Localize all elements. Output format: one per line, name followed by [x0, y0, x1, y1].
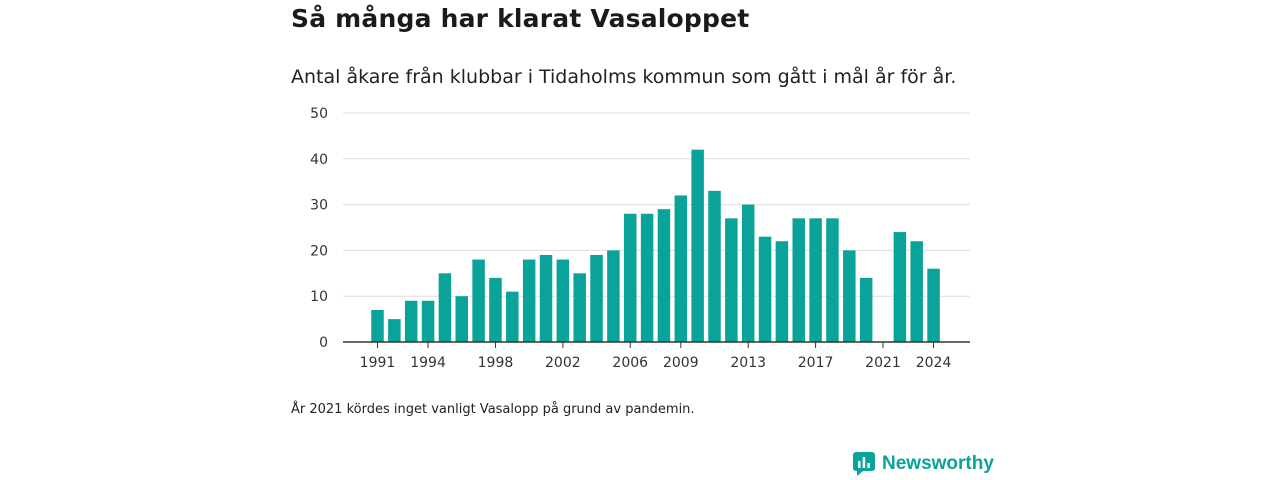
bar — [725, 218, 738, 342]
bar — [556, 259, 570, 342]
bar — [472, 259, 485, 342]
bar — [506, 291, 519, 342]
y-tick-label: 30 — [310, 198, 328, 214]
bar — [590, 254, 603, 342]
y-tick-label: 20 — [310, 243, 328, 259]
bar — [421, 300, 435, 342]
bar — [607, 250, 620, 342]
y-tick-label: 40 — [310, 152, 328, 168]
bar — [775, 241, 789, 342]
x-tick-label: 2017 — [798, 355, 834, 371]
chart-subtitle: Antal åkare från klubbar i Tidaholms kom… — [291, 66, 957, 88]
brand-logo[interactable]: Newsworthy — [853, 452, 994, 476]
x-tick-label: 1998 — [478, 355, 514, 371]
bar — [640, 213, 654, 342]
bar — [758, 236, 772, 342]
bar — [624, 213, 637, 342]
bar — [826, 218, 839, 342]
y-tick-label: 0 — [319, 335, 328, 351]
bar — [809, 218, 822, 342]
x-tick-label: 2006 — [612, 355, 648, 371]
bar — [522, 259, 536, 342]
bar — [910, 241, 923, 342]
bar — [691, 149, 704, 342]
newsworthy-icon — [853, 452, 875, 476]
x-tick-label: 2002 — [545, 355, 581, 371]
x-tick-label: 2013 — [730, 355, 766, 371]
chart-title: Så många har klarat Vasaloppet — [291, 4, 750, 33]
bar — [893, 232, 907, 342]
bar — [388, 319, 401, 342]
footnote: År 2021 kördes inget vanligt Vasalopp på… — [291, 402, 695, 417]
bar — [708, 190, 721, 342]
bar — [741, 204, 755, 342]
bar — [792, 218, 805, 342]
bar — [843, 250, 856, 342]
bar — [489, 277, 502, 342]
x-tick-label: 2009 — [663, 355, 699, 371]
bar — [404, 300, 418, 342]
x-tick-label: 1994 — [410, 355, 446, 371]
x-tick-label: 2024 — [916, 355, 952, 371]
bar — [539, 254, 553, 342]
x-tick-label: 1991 — [360, 355, 396, 371]
y-tick-label: 10 — [310, 289, 328, 305]
bar — [573, 273, 586, 342]
brand-name: Newsworthy — [882, 453, 994, 474]
bar — [438, 273, 452, 342]
bar — [859, 277, 873, 342]
bar — [927, 268, 940, 342]
bar — [371, 309, 384, 342]
y-tick-label: 50 — [310, 106, 328, 122]
bar — [455, 296, 468, 342]
x-tick-label: 2021 — [865, 355, 901, 371]
bar — [657, 209, 671, 342]
bar — [674, 195, 688, 342]
